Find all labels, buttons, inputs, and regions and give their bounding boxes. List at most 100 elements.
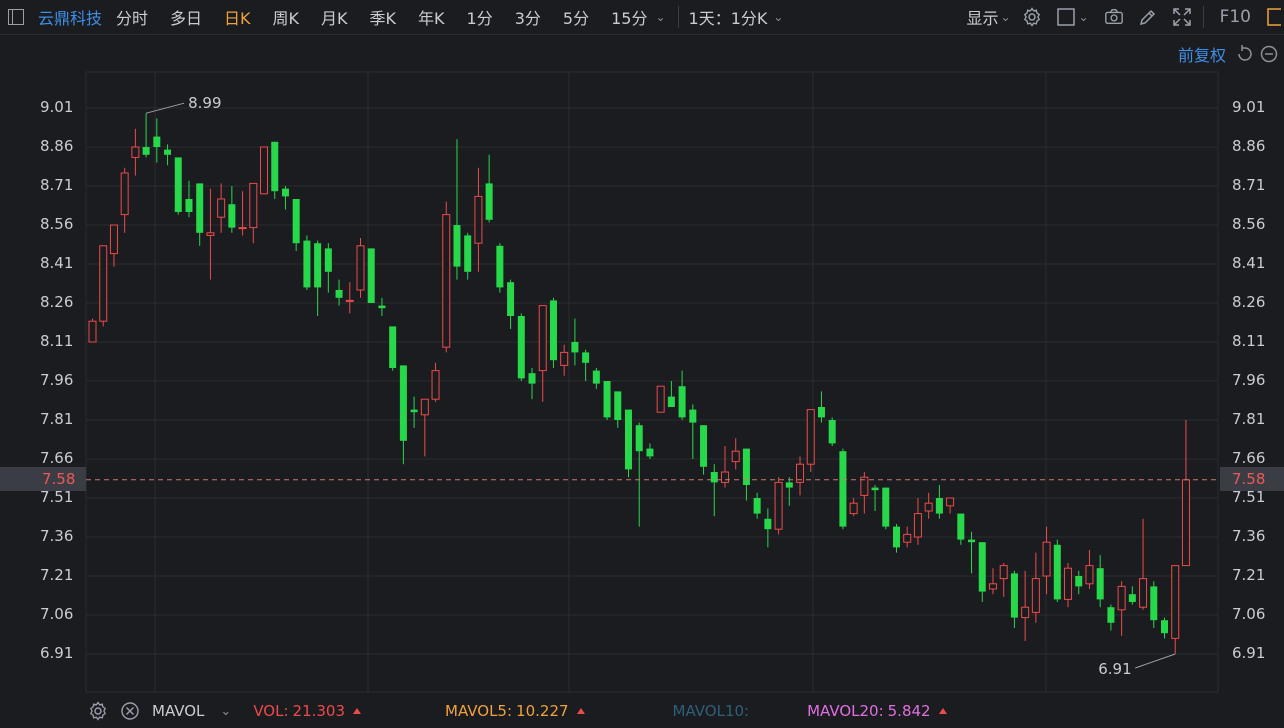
panel-toggle-icon[interactable] (8, 9, 24, 25)
candle (678, 370, 686, 420)
indicator-name[interactable]: MAVOL (152, 702, 205, 720)
close-icon[interactable] (120, 701, 140, 721)
candle-body (549, 300, 557, 361)
gear-icon[interactable] (1022, 7, 1042, 27)
period-tab[interactable]: 周K (272, 9, 300, 28)
y-tick-label: 7.06 (1232, 605, 1266, 623)
period-tab[interactable]: 月K (321, 9, 348, 28)
candle-body (367, 248, 375, 303)
candle-body (345, 299, 354, 302)
period-tab[interactable]: 多日 (170, 9, 203, 28)
candle-body (109, 224, 118, 255)
pencil-icon[interactable] (1138, 7, 1158, 27)
period-tab[interactable]: 1分 (466, 9, 493, 28)
range-select[interactable]: 1天：1分K (688, 9, 768, 28)
candle-body (517, 316, 525, 379)
current-price-tag-right: 7.58 (1220, 467, 1284, 491)
reset-icon[interactable] (1236, 45, 1254, 63)
current-price-tag-left: 7.58 (0, 467, 86, 491)
stock-name[interactable]: 云鼎科技 (38, 9, 103, 28)
chevron-down-icon[interactable]: ⌄ (1078, 10, 1089, 24)
candle-body (389, 326, 397, 368)
candle-body (614, 391, 622, 420)
candle-body (88, 320, 97, 343)
mavol10-label: MAVOL10: (672, 702, 750, 720)
y-tick-label: 9.01 (40, 98, 74, 116)
candle (753, 492, 761, 519)
up-arrow-icon (576, 708, 585, 714)
candlestick-chart[interactable]: 8.99 6.91 (0, 0, 1284, 694)
y-tick-label: 8.71 (40, 176, 74, 194)
chevron-down-icon[interactable]: ⌄ (1000, 10, 1011, 24)
candle (217, 183, 226, 233)
sidebar-toggle-icon[interactable] (1264, 7, 1284, 27)
candle (1085, 550, 1094, 589)
candle (1064, 563, 1073, 608)
candle (206, 188, 215, 280)
plot-frame (85, 71, 1219, 693)
candle-body (1171, 565, 1180, 639)
candle (839, 448, 847, 530)
candle (710, 464, 718, 517)
candle (1053, 539, 1061, 602)
candle-body (988, 583, 997, 590)
period-tab[interactable]: 3分 (514, 9, 541, 28)
period-tab[interactable]: 15分 (611, 9, 648, 28)
candle-body (957, 513, 965, 540)
candle-body (217, 198, 226, 218)
chevron-down-icon[interactable]: ⌄ (220, 703, 232, 719)
chevron-down-icon[interactable]: ⌄ (655, 10, 666, 24)
candle (924, 492, 933, 519)
candle-body (196, 183, 204, 233)
y-tick-label: 8.26 (40, 293, 74, 311)
candle (153, 118, 161, 163)
candle (549, 297, 557, 368)
candle (1150, 581, 1158, 628)
candle (464, 232, 472, 280)
f10-button[interactable]: F10 (1219, 7, 1251, 27)
candle-body (700, 425, 708, 467)
candle-body (420, 398, 429, 416)
candle-body (1010, 573, 1018, 618)
mavol5-value: 10.227 (516, 702, 569, 720)
y-tick-label: 6.91 (1232, 644, 1266, 662)
candle-body (271, 141, 279, 192)
y-tick-label: 7.51 (40, 488, 74, 506)
adjust-mode-button[interactable]: 前复权 (1177, 46, 1226, 65)
period-tab[interactable]: 季K (369, 9, 397, 28)
candle-body (1161, 620, 1168, 634)
mavol5-readout: MAVOL5: 10.227 (445, 702, 585, 720)
square-icon[interactable] (1056, 7, 1076, 27)
fullscreen-icon[interactable] (1172, 7, 1192, 27)
candle (281, 186, 289, 210)
candle (764, 508, 772, 548)
candle-body (99, 245, 108, 322)
period-tab[interactable]: 5分 (562, 9, 590, 28)
y-tick-label: 7.81 (1232, 410, 1266, 428)
display-menu[interactable]: 显示 (966, 9, 999, 28)
zoom-out-icon[interactable] (1260, 45, 1278, 63)
candle-body (453, 225, 461, 267)
candle (474, 167, 483, 272)
candle-body (1150, 586, 1158, 621)
candle-body (582, 352, 590, 363)
candle-body (689, 409, 697, 423)
y-tick-label: 7.66 (1232, 449, 1266, 467)
period-tab-active[interactable]: 日K (224, 9, 251, 28)
camera-icon[interactable] (1104, 7, 1124, 27)
candle (324, 243, 332, 293)
period-tab[interactable]: 分时 (116, 9, 149, 28)
candle (442, 201, 451, 353)
candle (903, 526, 912, 548)
candle-body (485, 183, 493, 220)
candle-body (871, 487, 879, 491)
chevron-down-icon[interactable]: ⌄ (773, 10, 784, 24)
candle-body (206, 232, 215, 236)
candle-body (410, 409, 418, 413)
candle-body (538, 305, 547, 372)
candle (635, 422, 643, 527)
period-tab[interactable]: 年K (418, 9, 445, 28)
candle (378, 297, 386, 316)
y-tick-label: 7.21 (40, 566, 74, 584)
gear-icon[interactable] (88, 701, 108, 721)
